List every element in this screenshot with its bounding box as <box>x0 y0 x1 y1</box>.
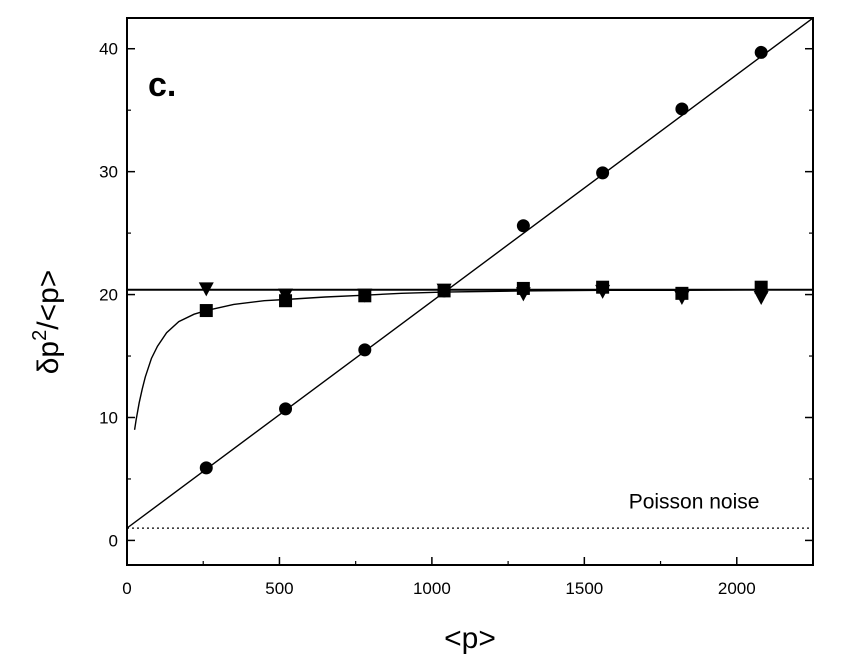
circle-marker <box>754 45 768 59</box>
data-markers <box>198 45 769 475</box>
triangle-down-marker <box>278 288 294 303</box>
linear-fit-line <box>127 18 813 529</box>
fit-lines <box>127 18 813 529</box>
triangle-down-marker <box>198 282 214 297</box>
triangle-down-marker <box>753 291 769 306</box>
y-axis-ticks: 0 10 20 30 40 <box>99 40 813 550</box>
y-tick-label: 10 <box>99 408 118 427</box>
x-tick-label: 0 <box>122 579 131 598</box>
plot-frame <box>126 17 814 566</box>
x-axis-title: <p> <box>444 622 496 655</box>
y-tick-label: 30 <box>99 163 118 182</box>
square-marker <box>199 304 213 318</box>
saturating-fit-line <box>133 289 813 430</box>
x-tick-label: 1000 <box>413 579 451 598</box>
y-axis-title-superscript: 2 <box>29 330 51 341</box>
y-axis-title-main: δp <box>32 341 65 374</box>
triangle-down-marker <box>674 291 690 306</box>
x-tick-label: 500 <box>265 579 293 598</box>
circle-marker <box>675 102 689 116</box>
circle-marker <box>358 343 372 357</box>
x-tick-label: 2000 <box>718 579 756 598</box>
circle-marker <box>279 402 293 416</box>
poisson-noise-label: Poisson noise <box>629 490 760 513</box>
triangle-down-marker <box>595 284 611 299</box>
y-tick-label: 20 <box>99 286 118 305</box>
y-axis-title-tail: /<p> <box>32 270 65 330</box>
square-marker <box>754 280 768 294</box>
x-axis-ticks: 0 500 1000 1500 2000 <box>122 557 814 598</box>
y-tick-label: 0 <box>109 531 118 550</box>
circle-marker <box>516 219 530 233</box>
circle-marker <box>199 461 213 475</box>
triangle-down-marker <box>436 283 452 298</box>
y-axis-title: δp2/<p> <box>29 270 65 375</box>
triangle-down-marker <box>357 288 373 303</box>
y-tick-label: 40 <box>99 40 118 59</box>
triangle-down-marker <box>515 287 531 302</box>
circle-marker <box>596 166 610 180</box>
x-tick-label: 1500 <box>565 579 603 598</box>
panel-label: c. <box>148 66 176 104</box>
